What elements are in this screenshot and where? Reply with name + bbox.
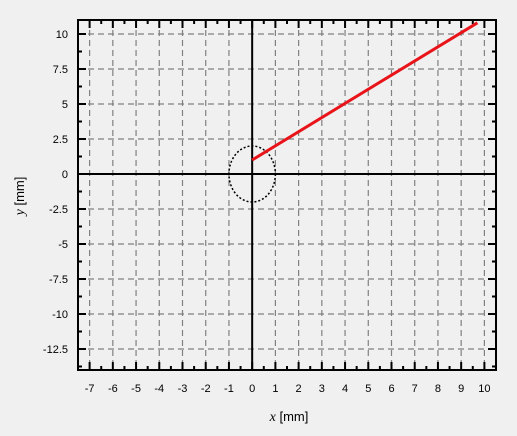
x-tick-label: 6 [388, 383, 394, 395]
y-tick-label: 7.5 [53, 64, 68, 76]
x-tick-label: -3 [178, 383, 188, 395]
series [251, 21, 479, 162]
x-tick-label: -7 [85, 383, 95, 395]
x-tick-labels: -7 -6 -5 -4 -3 -2 -1 0 1 2 3 4 5 6 7 8 9 10 [85, 383, 491, 395]
x-tick-label: 8 [435, 383, 441, 395]
plot-area [78, 20, 496, 370]
x-tick-label: 3 [319, 383, 325, 395]
x-tick-label: 1 [272, 383, 278, 395]
y-tick-label: -2.5 [49, 204, 68, 216]
x-axis-title-unit: [mm] [276, 409, 309, 424]
x-axis-title-var: x [269, 410, 277, 425]
x-tick-label: 7 [412, 383, 418, 395]
dotted-ellipse [228, 145, 277, 203]
y-axis-title: y [mm] [12, 177, 28, 218]
x-tick-label: -6 [108, 383, 118, 395]
x-tick-label: -2 [201, 383, 211, 395]
y-axis-title-unit: [mm] [12, 177, 27, 210]
annotations [228, 145, 277, 203]
y-tick-label: -7.5 [49, 274, 68, 286]
x-tick-label: 5 [365, 383, 371, 395]
x-tick-label: -4 [154, 383, 164, 395]
x-axis-title: x [mm] [269, 409, 309, 425]
series-line [251, 21, 479, 162]
y-tick-label: -5 [58, 239, 68, 251]
y-tick-label: 0 [62, 169, 68, 181]
y-tick-label: 10 [56, 29, 68, 41]
ticks [77, 20, 497, 370]
x-tick-label: 10 [478, 383, 490, 395]
y-tick-label: 2.5 [53, 134, 68, 146]
grid [78, 20, 496, 370]
y-tick-label: 5 [62, 99, 68, 111]
zero-axes [78, 20, 496, 370]
x-tick-label: -5 [131, 383, 141, 395]
x-tick-label: 9 [458, 383, 464, 395]
y-tick-label: -12.5 [43, 344, 68, 356]
y-axis-title-var: y [13, 208, 28, 217]
x-tick-label: 2 [296, 383, 302, 395]
x-tick-label: -1 [224, 383, 234, 395]
y-tick-label: -10 [52, 309, 68, 321]
y-tick-labels: 10 7.5 5 2.5 0 -2.5 -5 -7.5 -10 -12.5 [43, 29, 68, 356]
x-tick-label: 4 [342, 383, 348, 395]
x-tick-label: 0 [249, 383, 255, 395]
